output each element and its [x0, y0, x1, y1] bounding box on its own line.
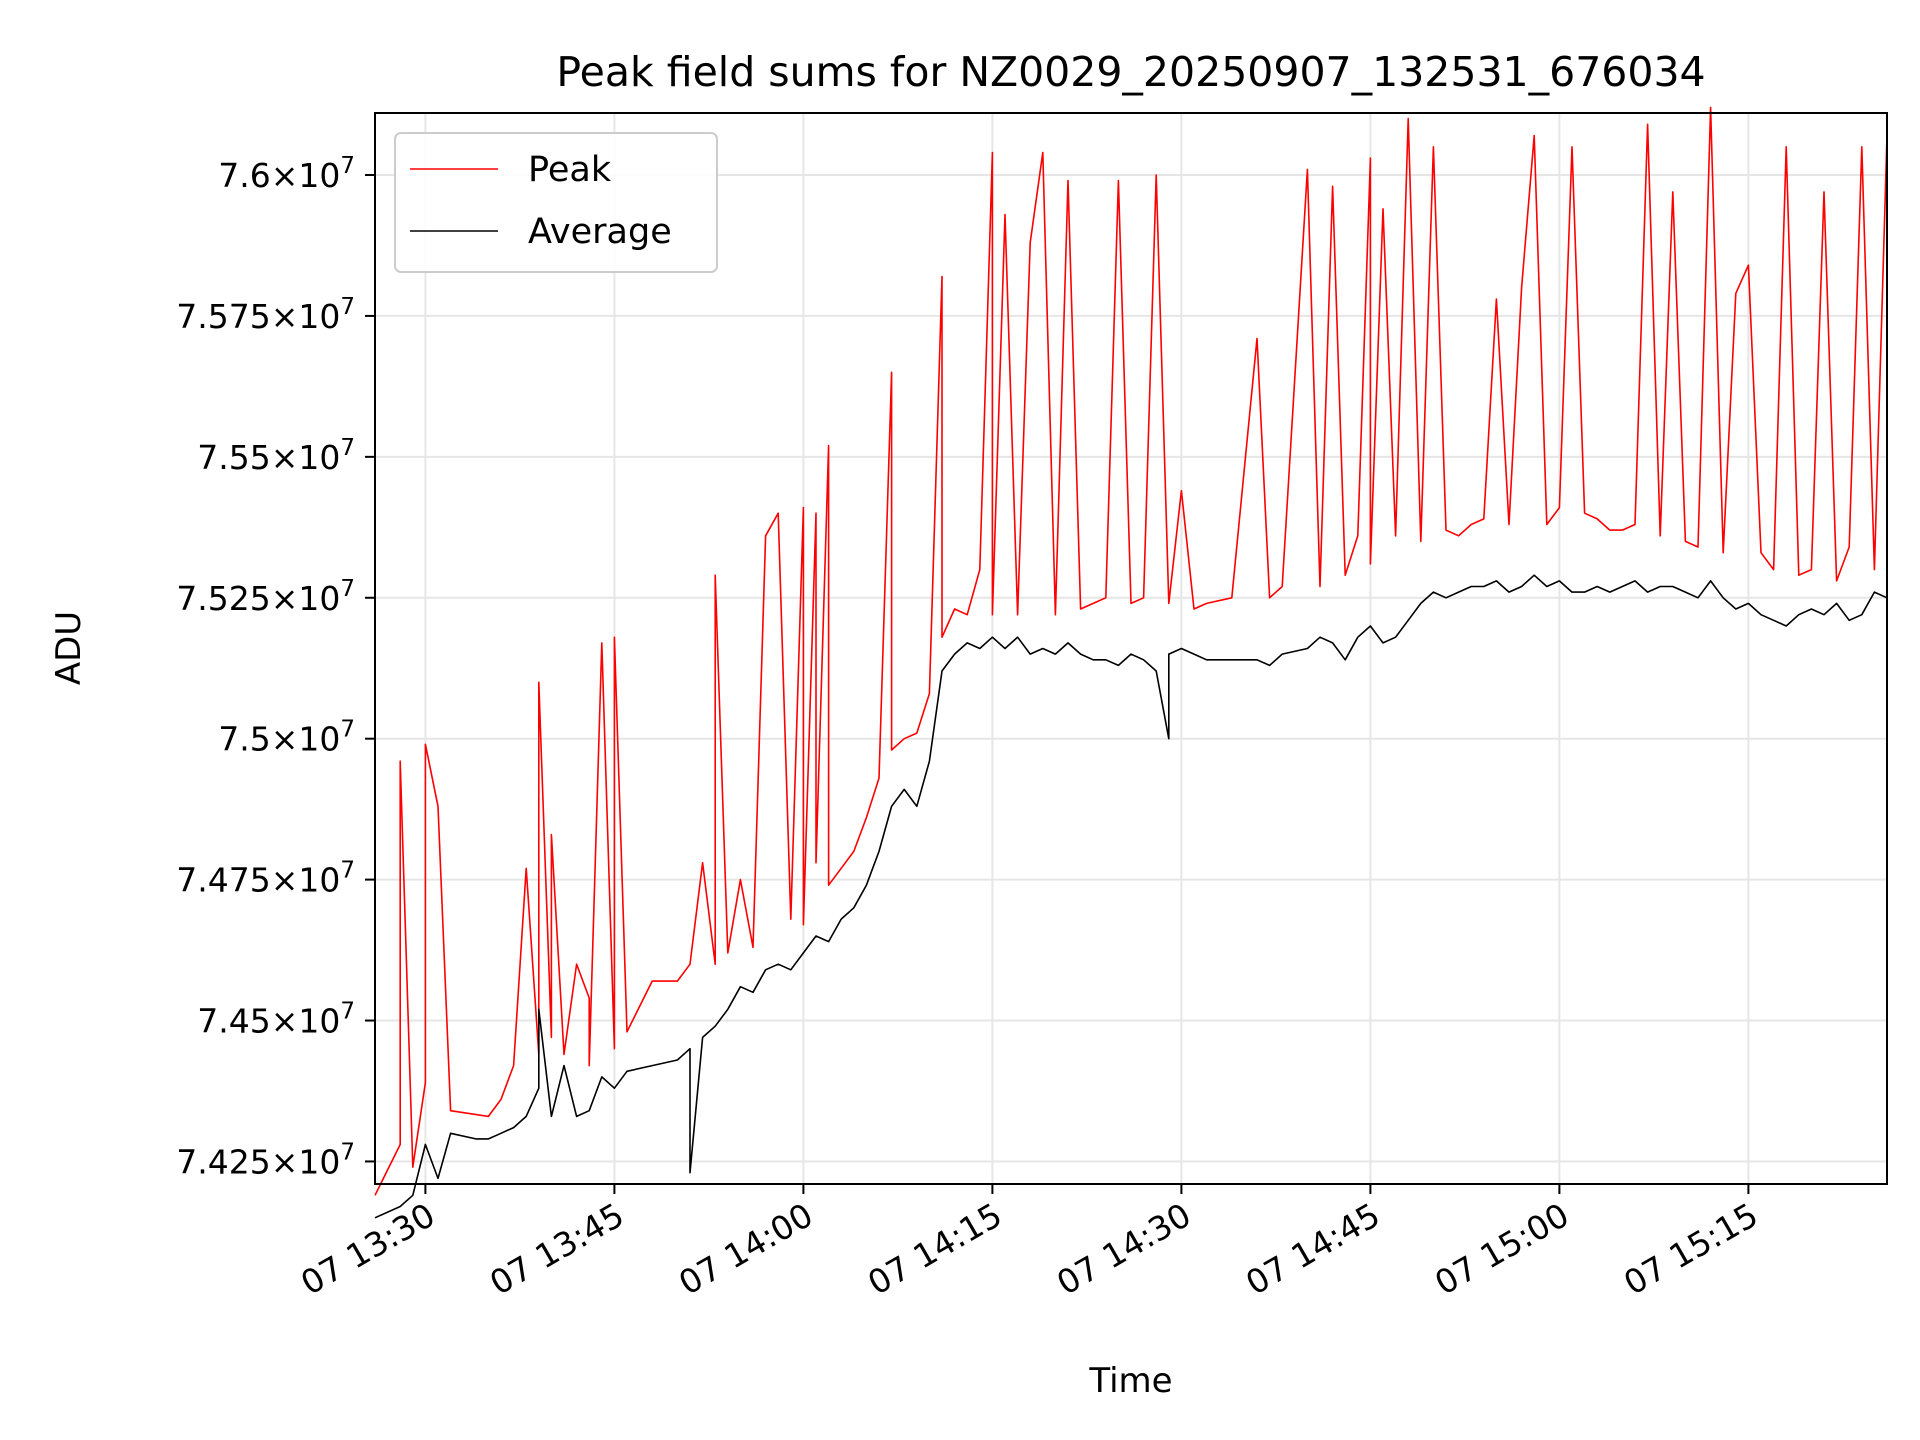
plot-area	[375, 113, 1887, 1184]
y-tick-times-ten: ×10	[271, 579, 341, 618]
y-tick-exponent: 7	[340, 294, 355, 320]
legend-label-peak: Peak	[528, 150, 612, 190]
legend-label-average: Average	[528, 212, 672, 252]
series-line-average	[374, 574, 1888, 1219]
y-tick-exponent: 7	[340, 435, 355, 461]
y-tick-label: 7.425×107	[176, 1139, 355, 1181]
plot-frame	[374, 112, 1888, 1185]
y-tick-exponent: 7	[340, 1139, 355, 1165]
y-tick-times-ten: ×10	[271, 1002, 341, 1041]
y-tick-mantissa: 7.525	[176, 579, 270, 618]
y-tick-mantissa: 7.45	[197, 1002, 270, 1041]
y-tick-mantissa: 7.425	[176, 1142, 270, 1181]
y-tick-label: 7.6×107	[218, 153, 355, 195]
legend: Peak Average	[394, 132, 718, 273]
y-tick-mantissa: 7.55	[197, 438, 270, 477]
chart-title: Peak field sums for NZ0029_20250907_1325…	[556, 48, 1705, 96]
y-tick-mantissa: 7.5	[218, 720, 270, 759]
y-tick-times-ten: ×10	[271, 861, 341, 900]
y-axis-label: ADU	[49, 611, 89, 685]
y-tick-mantissa: 7.475	[176, 861, 270, 900]
y-tick-exponent: 7	[340, 717, 355, 743]
y-tick-exponent: 7	[340, 576, 355, 602]
y-tick-label: 7.55×107	[197, 435, 355, 477]
y-tick-mantissa: 7.6	[218, 156, 270, 195]
x-axis-label: Time	[1088, 1361, 1172, 1401]
y-tick-times-ten: ×10	[271, 720, 341, 759]
y-tick-exponent: 7	[340, 153, 355, 179]
y-tick-exponent: 7	[340, 999, 355, 1025]
y-axis: 7.425×1077.45×1077.475×1077.5×1077.525×1…	[176, 153, 375, 1181]
y-tick-exponent: 7	[340, 858, 355, 884]
y-tick-label: 7.575×107	[176, 294, 355, 336]
y-tick-times-ten: ×10	[271, 438, 341, 477]
y-tick-label: 7.45×107	[197, 999, 355, 1041]
series-line-peak	[374, 106, 1888, 1196]
y-tick-times-ten: ×10	[271, 1142, 341, 1181]
y-tick-label: 7.525×107	[176, 576, 355, 618]
y-tick-label: 7.5×107	[218, 717, 355, 759]
legend-box	[394, 132, 718, 273]
y-tick-times-ten: ×10	[271, 156, 341, 195]
y-tick-mantissa: 7.575	[176, 297, 270, 336]
y-tick-times-ten: ×10	[271, 297, 341, 336]
y-tick-label: 7.475×107	[176, 858, 355, 900]
series-layer	[374, 106, 1888, 1219]
